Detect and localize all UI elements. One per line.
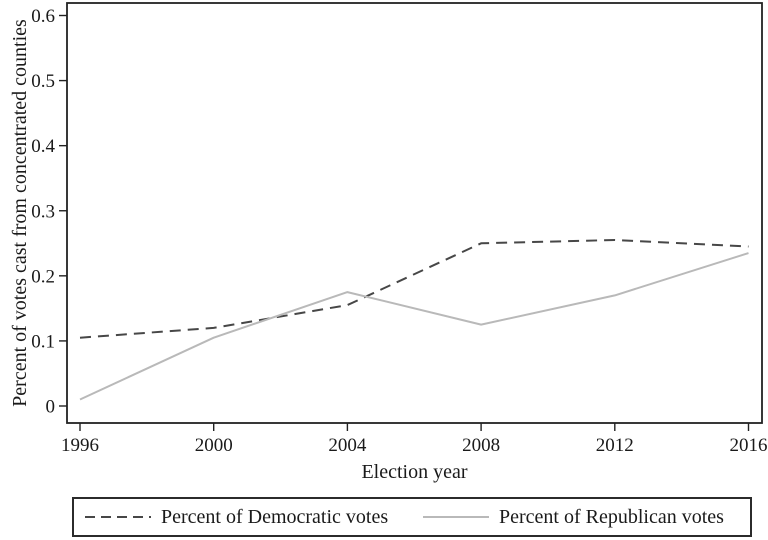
y-tick-label: 0.1 [31, 331, 55, 352]
legend-label-democratic: Percent of Democratic votes [161, 505, 389, 528]
x-tick-label: 1996 [61, 435, 99, 456]
legend-item-democratic: Percent of Democratic votes [74, 506, 412, 529]
y-tick-label: 0 [46, 397, 56, 418]
y-tick-label: 0.3 [31, 201, 55, 222]
x-tick-label: 2000 [195, 435, 233, 456]
plot-border [66, 2, 763, 424]
y-tick-label: 0.2 [31, 266, 55, 287]
legend-label-republican: Percent of Republican votes [499, 505, 724, 528]
x-tick-label: 2004 [328, 435, 367, 456]
y-tick-label: 0.5 [31, 71, 55, 92]
legend-item-republican: Percent of Republican votes [412, 506, 750, 529]
line-chart: 0 0.1 0.2 0.3 0.4 0.5 0.6 1996 2000 2004 2008 2012 2… [31, 2, 768, 456]
series-line-0 [79, 239, 749, 339]
x-tick-label: 2016 [730, 435, 768, 456]
series-line-1 [79, 252, 749, 401]
dashed-line-sample [85, 516, 151, 518]
y-tick-label: 0.4 [31, 136, 55, 157]
legend: Percent of Democratic votes Percent of R… [72, 497, 752, 537]
x-tick-label: 2012 [596, 435, 634, 456]
y-tick-label: 0.6 [31, 6, 55, 27]
x-tick-label: 2008 [462, 435, 500, 456]
x-axis-title: Election year [361, 461, 468, 483]
solid-line-sample [423, 516, 489, 518]
